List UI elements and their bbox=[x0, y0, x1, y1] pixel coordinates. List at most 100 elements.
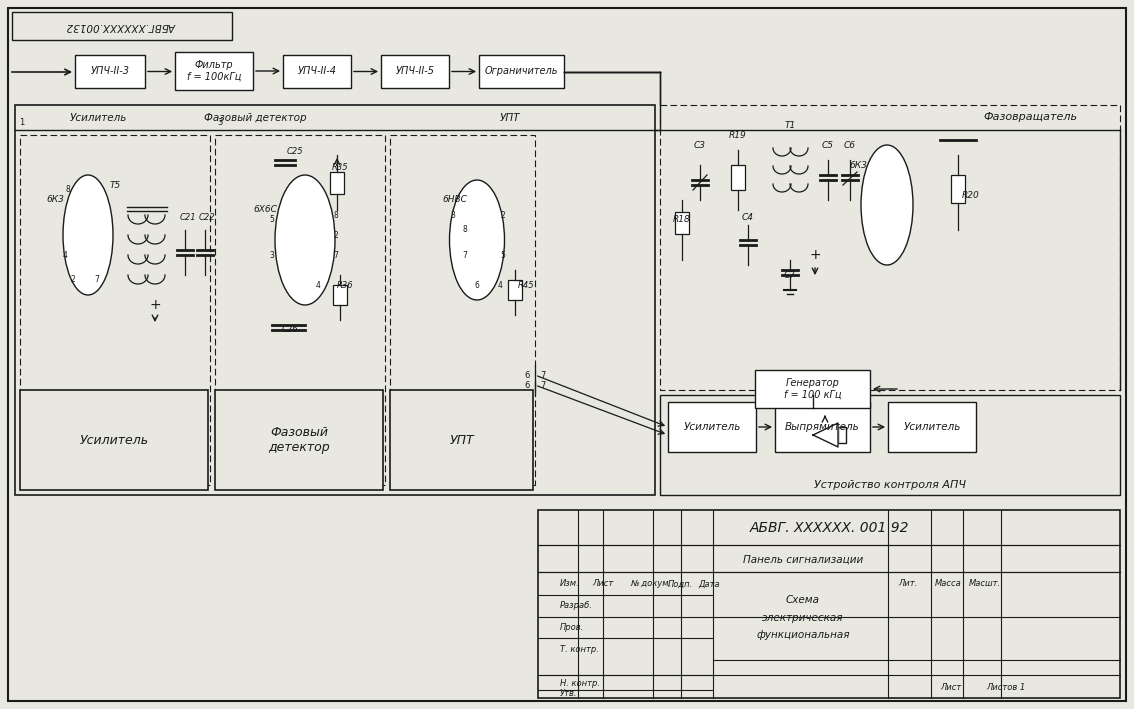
Text: C25: C25 bbox=[287, 147, 303, 157]
Text: Лит.: Лит. bbox=[898, 579, 917, 588]
Ellipse shape bbox=[276, 175, 335, 305]
Text: 8: 8 bbox=[463, 225, 467, 235]
Text: УПТ: УПТ bbox=[450, 433, 474, 447]
Text: 4: 4 bbox=[498, 281, 502, 289]
Text: 7: 7 bbox=[463, 250, 467, 259]
Text: УПТ: УПТ bbox=[500, 113, 521, 123]
Text: 6Х6С: 6Х6С bbox=[253, 206, 277, 215]
Bar bbox=[508, 280, 522, 300]
Text: 3: 3 bbox=[270, 250, 274, 259]
Bar bbox=[330, 172, 344, 194]
Text: Утв.: Утв. bbox=[560, 688, 577, 698]
Bar bbox=[479, 55, 564, 88]
Text: 7: 7 bbox=[540, 371, 545, 379]
Text: 3: 3 bbox=[450, 211, 456, 220]
Ellipse shape bbox=[64, 175, 113, 295]
Bar bbox=[775, 402, 870, 452]
Text: 6К3: 6К3 bbox=[46, 196, 64, 204]
Text: 7: 7 bbox=[540, 381, 545, 389]
Text: 6: 6 bbox=[524, 371, 530, 379]
Text: C4: C4 bbox=[742, 213, 754, 223]
Bar bbox=[731, 165, 745, 190]
Text: +: + bbox=[150, 298, 161, 312]
Text: 6К3: 6К3 bbox=[849, 160, 866, 169]
Text: Усилитель: Усилитель bbox=[70, 113, 127, 123]
Text: R36: R36 bbox=[337, 281, 354, 289]
Text: Усилитель: Усилитель bbox=[684, 422, 741, 432]
Text: Фильтр
f = 100кГц: Фильтр f = 100кГц bbox=[187, 60, 242, 82]
Bar bbox=[675, 212, 689, 234]
Text: 2: 2 bbox=[333, 230, 338, 240]
Bar bbox=[215, 135, 386, 485]
Text: Т5: Т5 bbox=[109, 181, 120, 189]
Text: Панель сигнализации: Панель сигнализации bbox=[743, 555, 863, 565]
Bar bbox=[20, 135, 210, 485]
Text: 8: 8 bbox=[66, 186, 70, 194]
Text: Выпрямитель: Выпрямитель bbox=[785, 422, 860, 432]
Text: C22: C22 bbox=[198, 213, 215, 223]
Text: C6: C6 bbox=[844, 140, 856, 150]
Text: R18: R18 bbox=[674, 216, 691, 225]
Bar bbox=[390, 390, 533, 490]
Bar bbox=[888, 402, 976, 452]
Text: 2: 2 bbox=[500, 211, 506, 220]
Text: АБВГ. XXXXXX. 001 92: АБВГ. XXXXXX. 001 92 bbox=[750, 521, 908, 535]
Bar bbox=[75, 55, 145, 88]
Text: Лист: Лист bbox=[940, 683, 962, 693]
Text: Масшт.: Масшт. bbox=[968, 579, 1001, 588]
Text: Схема: Схема bbox=[786, 595, 820, 605]
Bar bbox=[15, 105, 655, 495]
Text: 7: 7 bbox=[333, 250, 338, 259]
Bar bbox=[668, 402, 756, 452]
Bar bbox=[333, 285, 347, 305]
Text: 2: 2 bbox=[70, 276, 75, 284]
Text: УПЧ-II-3: УПЧ-II-3 bbox=[91, 67, 129, 77]
Text: УПЧ-II-4: УПЧ-II-4 bbox=[297, 67, 337, 77]
Text: 8: 8 bbox=[333, 211, 338, 220]
Text: C7: C7 bbox=[784, 271, 796, 279]
Text: электрическая: электрическая bbox=[762, 613, 844, 623]
Bar bbox=[538, 510, 1120, 698]
Text: 5: 5 bbox=[500, 250, 506, 259]
Text: Ограничитель: Ограничитель bbox=[484, 67, 558, 77]
Text: № докум.: № докум. bbox=[631, 579, 671, 588]
Text: Устройство контроля АПЧ: Устройство контроля АПЧ bbox=[814, 480, 966, 490]
Ellipse shape bbox=[449, 180, 505, 300]
Polygon shape bbox=[813, 423, 838, 447]
Text: 4: 4 bbox=[62, 250, 67, 259]
Text: C26: C26 bbox=[281, 325, 298, 335]
Text: 4: 4 bbox=[315, 281, 321, 289]
Text: Фазовращатель: Фазовращатель bbox=[983, 112, 1077, 122]
Text: Масса: Масса bbox=[934, 579, 962, 588]
Bar bbox=[381, 55, 449, 88]
Bar bbox=[951, 175, 965, 203]
Text: Разраб.: Разраб. bbox=[560, 601, 593, 610]
Bar bbox=[660, 105, 1120, 390]
Text: 6НВС: 6НВС bbox=[442, 196, 467, 204]
Text: R20: R20 bbox=[962, 191, 980, 199]
Text: 5: 5 bbox=[270, 216, 274, 225]
Bar bbox=[838, 427, 846, 443]
Text: Пров.: Пров. bbox=[560, 623, 584, 632]
Text: АБВГ.XXXXXX.00132: АБВГ.XXXXXX.00132 bbox=[67, 21, 177, 31]
Text: Листов 1: Листов 1 bbox=[987, 683, 1025, 693]
Text: Т. контр.: Т. контр. bbox=[560, 644, 599, 654]
Text: C5: C5 bbox=[822, 140, 833, 150]
Text: R19: R19 bbox=[729, 130, 747, 140]
Bar bbox=[12, 12, 232, 40]
Text: УПЧ-II-5: УПЧ-II-5 bbox=[396, 67, 434, 77]
Ellipse shape bbox=[861, 145, 913, 265]
Text: Усилитель: Усилитель bbox=[904, 422, 960, 432]
Text: 7: 7 bbox=[94, 276, 100, 284]
Text: Фазовый детектор: Фазовый детектор bbox=[204, 113, 306, 123]
Text: 6: 6 bbox=[524, 381, 530, 389]
Text: 6: 6 bbox=[474, 281, 480, 289]
Text: 1: 1 bbox=[19, 118, 25, 127]
Text: T1: T1 bbox=[785, 121, 796, 130]
Bar bbox=[660, 395, 1120, 495]
Bar bbox=[20, 390, 208, 490]
Text: Фазовый
детектор: Фазовый детектор bbox=[268, 426, 330, 454]
Text: Лист: Лист bbox=[592, 579, 613, 588]
Text: Изм.: Изм. bbox=[560, 579, 579, 588]
Text: Дата: Дата bbox=[699, 579, 720, 588]
